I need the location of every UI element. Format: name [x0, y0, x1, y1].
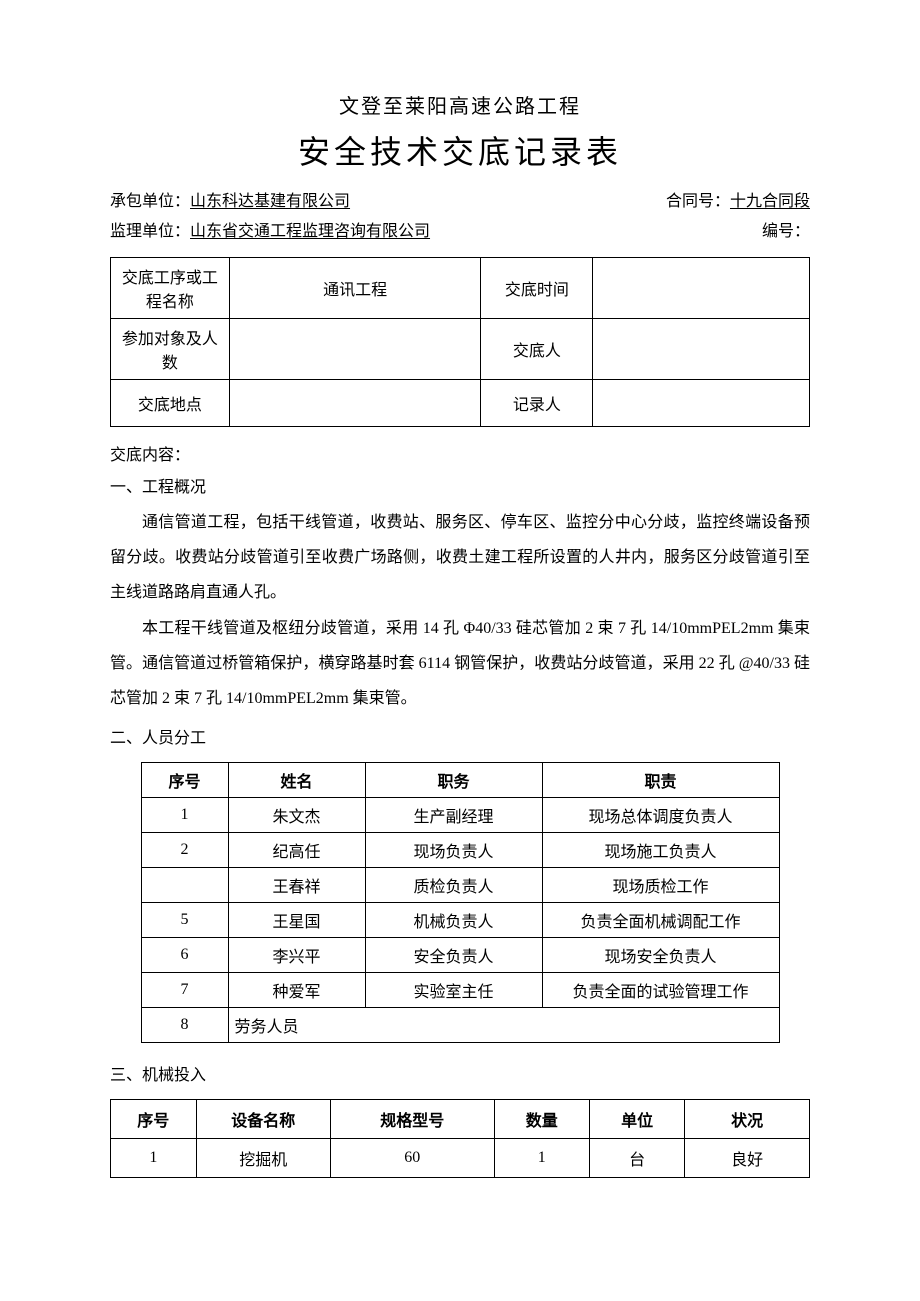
- table-cell: [141, 868, 228, 903]
- info-cell: [593, 380, 810, 427]
- table-cell: 纪高任: [228, 833, 365, 868]
- table-cell: 实验室主任: [365, 973, 542, 1008]
- table-header: 数量: [494, 1100, 589, 1139]
- info-cell: 记录人: [481, 380, 593, 427]
- info-cell: 通讯工程: [229, 258, 481, 319]
- contractor-value: 山东科达基建有限公司: [190, 187, 350, 211]
- section2-title: 二、人员分工: [110, 724, 810, 748]
- contractor-label: 承包单位：: [110, 187, 190, 211]
- table-header: 职责: [542, 763, 779, 798]
- document-title: 安全技术交底记录表: [110, 127, 810, 173]
- table-header-row: 序号 设备名称 规格型号 数量 单位 状况: [111, 1100, 810, 1139]
- table-row: 6 李兴平 安全负责人 现场安全负责人: [141, 938, 779, 973]
- table-cell: 7: [141, 973, 228, 1008]
- table-cell: 王春祥: [228, 868, 365, 903]
- supervisor-value: 山东省交通工程监理咨询有限公司: [190, 217, 430, 241]
- table-cell: 现场质检工作: [542, 868, 779, 903]
- table-cell: 现场安全负责人: [542, 938, 779, 973]
- table-cell: 1: [141, 798, 228, 833]
- project-subtitle: 文登至莱阳高速公路工程: [110, 90, 810, 119]
- machine-table: 序号 设备名称 规格型号 数量 单位 状况 1 挖掘机 60 1 台 良好: [110, 1099, 810, 1178]
- table-cell: 现场施工负责人: [542, 833, 779, 868]
- table-cell: 负责全面机械调配工作: [542, 903, 779, 938]
- table-header: 单位: [589, 1100, 684, 1139]
- contract-no-group: 合同号：十九合同段: [666, 187, 810, 211]
- table-cell: 现场负责人: [365, 833, 542, 868]
- info-cell: [593, 319, 810, 380]
- table-row: 交底工序或工程名称 通讯工程 交底时间: [111, 258, 810, 319]
- table-cell: 8: [141, 1008, 228, 1043]
- table-row: 1 朱文杰 生产副经理 现场总体调度负责人: [141, 798, 779, 833]
- personnel-table-wrap: 序号 姓名 职务 职责 1 朱文杰 生产副经理 现场总体调度负责人 2 纪高任 …: [110, 756, 810, 1053]
- table-header: 职务: [365, 763, 542, 798]
- table-cell: 6: [141, 938, 228, 973]
- table-cell: 1: [494, 1139, 589, 1178]
- table-header: 序号: [141, 763, 228, 798]
- info-cell: [593, 258, 810, 319]
- info-table: 交底工序或工程名称 通讯工程 交底时间 参加对象及人数 交底人 交底地点 记录人: [110, 257, 810, 427]
- table-cell: 生产副经理: [365, 798, 542, 833]
- info-cell: 参加对象及人数: [111, 319, 230, 380]
- table-cell-merged: 劳务人员: [228, 1008, 779, 1043]
- table-cell: 王星国: [228, 903, 365, 938]
- table-header: 姓名: [228, 763, 365, 798]
- table-cell: 5: [141, 903, 228, 938]
- table-cell: 台: [589, 1139, 684, 1178]
- table-header: 规格型号: [330, 1100, 494, 1139]
- table-header: 设备名称: [196, 1100, 330, 1139]
- info-cell: 交底地点: [111, 380, 230, 427]
- table-header-row: 序号 姓名 职务 职责: [141, 763, 779, 798]
- table-row: 5 王星国 机械负责人 负责全面机械调配工作: [141, 903, 779, 938]
- info-cell: 交底工序或工程名称: [111, 258, 230, 319]
- section1-title: 一、工程概况: [110, 473, 810, 497]
- table-row: 王春祥 质检负责人 现场质检工作: [141, 868, 779, 903]
- paragraph-1: 通信管道工程，包括干线管道，收费站、服务区、停车区、监控分中心分歧，监控终端设备…: [110, 505, 810, 611]
- table-cell: 质检负责人: [365, 868, 542, 903]
- contractor-row: 承包单位： 山东科达基建有限公司 合同号：十九合同段: [110, 187, 810, 211]
- info-cell: [229, 380, 481, 427]
- info-cell: 交底时间: [481, 258, 593, 319]
- doc-no-group: 编号：: [762, 217, 810, 241]
- contract-no-value: 十九合同段: [730, 193, 810, 210]
- table-row: 参加对象及人数 交底人: [111, 319, 810, 380]
- table-cell: 现场总体调度负责人: [542, 798, 779, 833]
- table-cell: 朱文杰: [228, 798, 365, 833]
- info-cell: 交底人: [481, 319, 593, 380]
- table-row: 交底地点 记录人: [111, 380, 810, 427]
- supervisor-label: 监理单位：: [110, 217, 190, 241]
- info-cell: [229, 319, 481, 380]
- document-page: 文登至莱阳高速公路工程 安全技术交底记录表 承包单位： 山东科达基建有限公司 合…: [0, 0, 920, 1218]
- table-cell: 李兴平: [228, 938, 365, 973]
- table-cell: 2: [141, 833, 228, 868]
- table-row: 2 纪高任 现场负责人 现场施工负责人: [141, 833, 779, 868]
- table-cell: 良好: [685, 1139, 810, 1178]
- table-cell: 负责全面的试验管理工作: [542, 973, 779, 1008]
- table-cell: 机械负责人: [365, 903, 542, 938]
- paragraph-2: 本工程干线管道及枢纽分歧管道，采用 14 孔 Φ40/33 硅芯管加 2 束 7…: [110, 611, 810, 717]
- table-header: 状况: [685, 1100, 810, 1139]
- doc-no-label: 编号：: [762, 223, 810, 240]
- machine-table-wrap: 序号 设备名称 规格型号 数量 单位 状况 1 挖掘机 60 1 台 良好: [110, 1093, 810, 1178]
- table-cell: 种爱军: [228, 973, 365, 1008]
- table-cell: 1: [111, 1139, 197, 1178]
- table-cell: 安全负责人: [365, 938, 542, 973]
- table-row: 7 种爱军 实验室主任 负责全面的试验管理工作: [141, 973, 779, 1008]
- table-header: 序号: [111, 1100, 197, 1139]
- table-row: 8 劳务人员: [141, 1008, 779, 1043]
- table-row: 1 挖掘机 60 1 台 良好: [111, 1139, 810, 1178]
- content-label: 交底内容：: [110, 441, 810, 465]
- contract-no-label: 合同号：: [666, 193, 730, 210]
- section3-title: 三、机械投入: [110, 1061, 810, 1085]
- personnel-table: 序号 姓名 职务 职责 1 朱文杰 生产副经理 现场总体调度负责人 2 纪高任 …: [141, 762, 780, 1043]
- supervisor-row: 监理单位： 山东省交通工程监理咨询有限公司 编号：: [110, 217, 810, 241]
- table-cell: 挖掘机: [196, 1139, 330, 1178]
- table-cell: 60: [330, 1139, 494, 1178]
